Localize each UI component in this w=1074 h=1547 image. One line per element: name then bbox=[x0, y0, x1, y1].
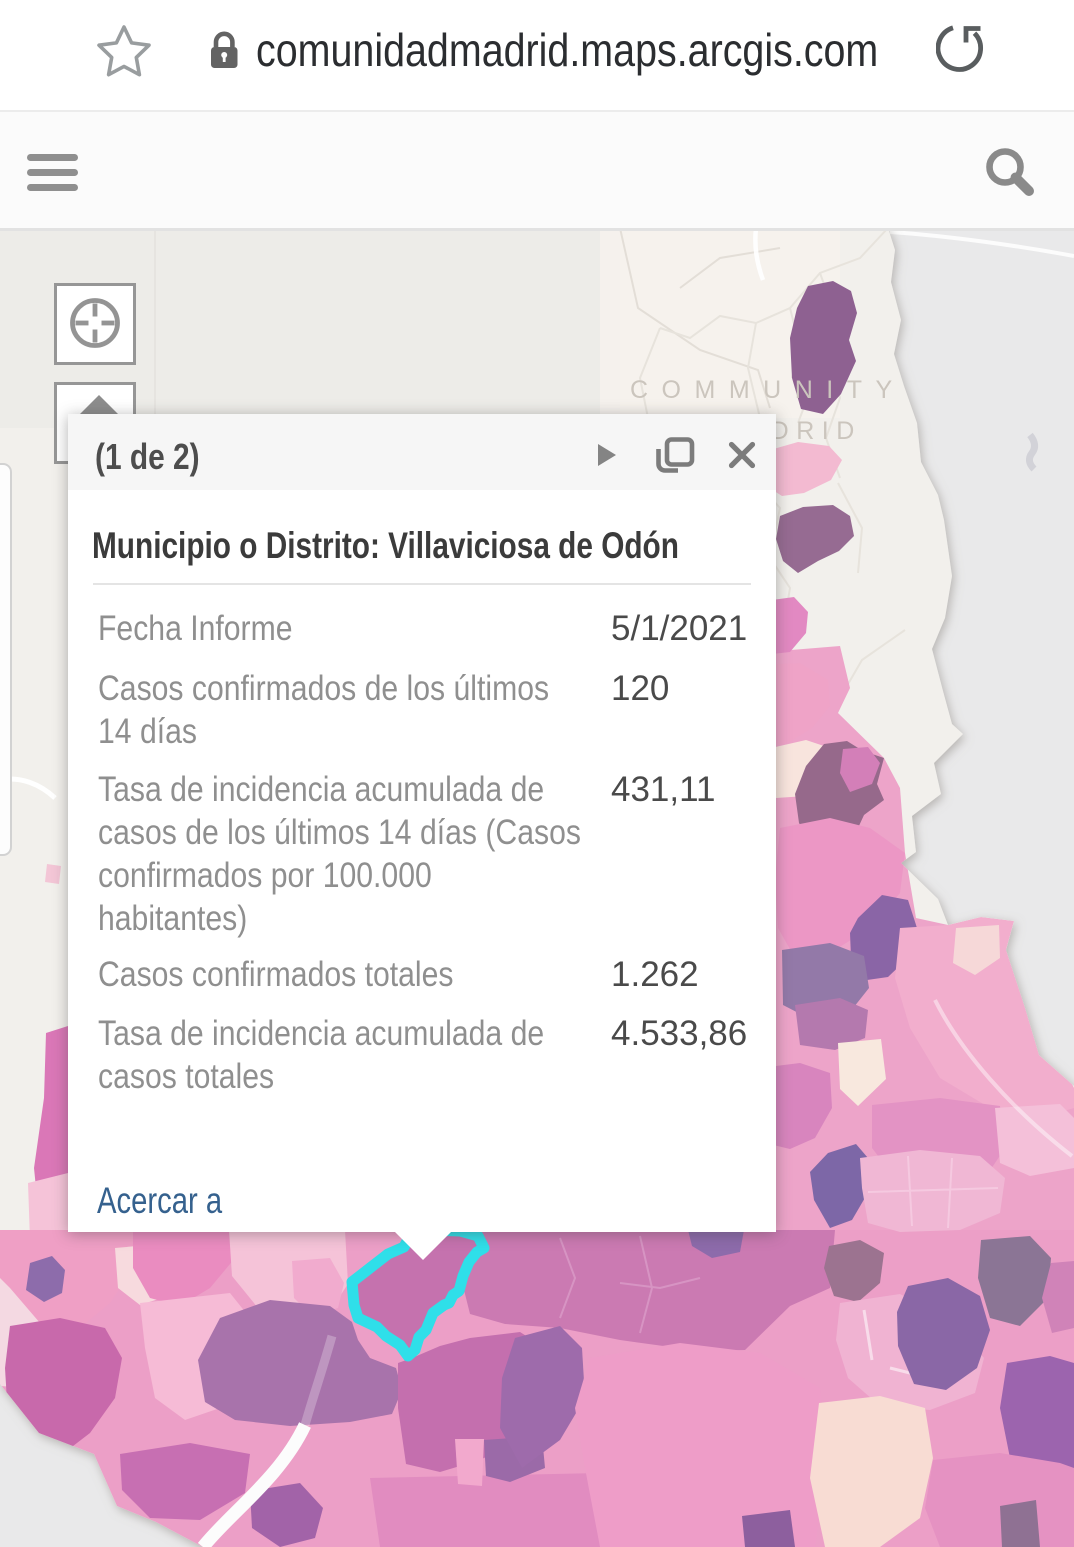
svg-text:COMMUNITY: COMMUNITY bbox=[630, 376, 906, 404]
